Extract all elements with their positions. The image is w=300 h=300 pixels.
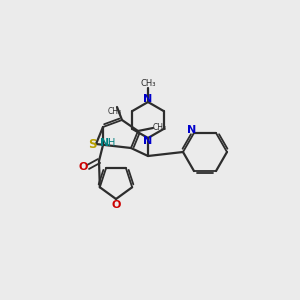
Text: N: N xyxy=(143,94,153,104)
Text: CH₃: CH₃ xyxy=(140,79,156,88)
Text: CH₃: CH₃ xyxy=(108,107,122,116)
Text: CH₃: CH₃ xyxy=(153,124,167,133)
Text: N: N xyxy=(143,136,153,146)
Text: S: S xyxy=(88,137,96,151)
Text: O: O xyxy=(111,200,121,210)
Text: O: O xyxy=(78,162,88,172)
Text: N: N xyxy=(188,125,196,135)
Text: H: H xyxy=(108,138,116,148)
Text: N: N xyxy=(100,138,109,148)
